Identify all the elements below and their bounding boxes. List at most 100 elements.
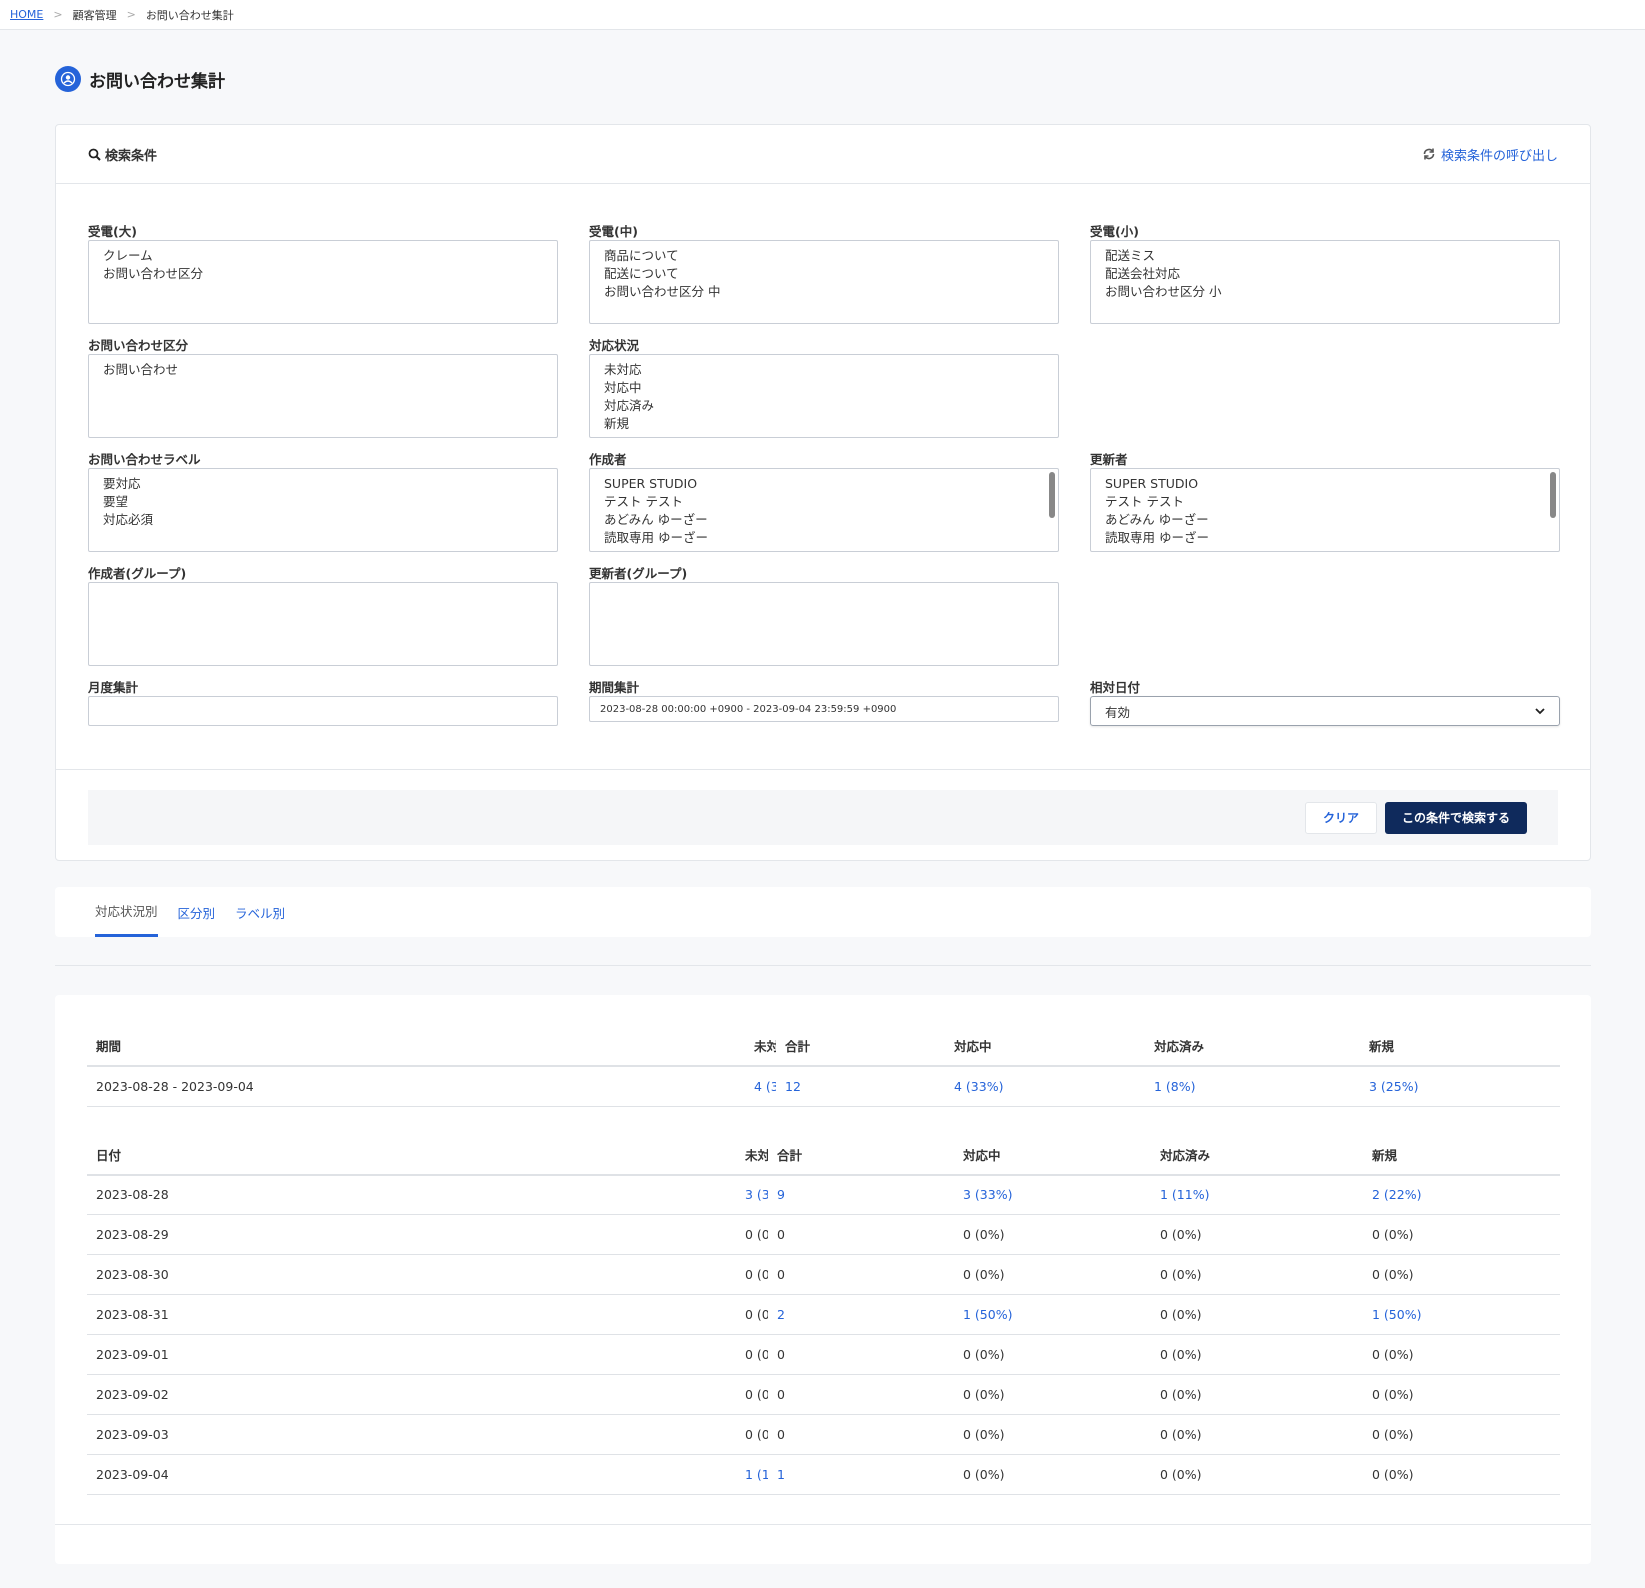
summary-table: 期間未対応合計対応中対応済み新規2023-08-28 - 2023-09-044…: [87, 1026, 1560, 1107]
header-row: 期間未対応合計対応中対応済み新規: [87, 1026, 1560, 1067]
option[interactable]: 新規: [604, 416, 630, 431]
option[interactable]: あどみん ゆーざー: [604, 512, 708, 527]
listbox[interactable]: クレームお問い合わせ区分: [88, 240, 558, 324]
option[interactable]: 配送会社対応: [1105, 266, 1181, 281]
cell[interactable]: 1 (11%): [1151, 1174, 1363, 1215]
field-label: 更新者: [1090, 452, 1128, 467]
cell[interactable]: 1: [768, 1454, 954, 1495]
select-value: 有効: [1105, 704, 1131, 720]
cell: 2023-08-29: [87, 1214, 736, 1255]
listbox[interactable]: 商品について 配送についてお問い合わせ区分 中: [589, 240, 1059, 324]
field: 月度集計: [88, 680, 558, 794]
option[interactable]: 対応必須: [103, 512, 154, 527]
listbox[interactable]: SUPER STUDIO テスト テストあどみん ゆーざー 読取専用 ゆーざー: [1090, 468, 1560, 552]
cell: 2023-08-28 - 2023-09-04: [87, 1066, 745, 1107]
field-label: お問い合わせラベル: [88, 452, 201, 467]
option[interactable]: 読取専用 ゆーざー: [1105, 530, 1209, 545]
tab[interactable]: 対応状況別: [95, 887, 158, 937]
option[interactable]: 配送ミス: [1105, 248, 1156, 263]
option[interactable]: SUPER STUDIO: [1105, 476, 1199, 491]
field: 更新者 SUPER STUDIO テスト テストあどみん ゆーざー 読取専用 ゆーざー: [1090, 452, 1560, 566]
listbox[interactable]: SUPER STUDIO テスト テストあどみん ゆーざー 読取専用 ゆーざー: [589, 468, 1059, 552]
option[interactable]: SUPER STUDIO: [604, 476, 698, 491]
option[interactable]: 未対応: [604, 362, 642, 377]
listbox[interactable]: 配送ミス配送会社対応お問い合わせ区分 小: [1090, 240, 1560, 324]
table-body: 2023-08-28 - 2023-09-044 (33%)124 (33%)1…: [87, 1066, 1560, 1107]
month-input[interactable]: [88, 696, 558, 726]
field-label: 対応状況: [589, 338, 640, 353]
cell[interactable]: 2: [768, 1294, 954, 1335]
cell: 2023-09-01: [87, 1334, 736, 1375]
breadcrumb-link[interactable]: HOME: [10, 8, 44, 21]
search-button[interactable]: この条件で検索する: [1384, 801, 1527, 834]
option[interactable]: お問い合わせ区分 小: [1105, 284, 1222, 299]
option[interactable]: 配送について: [604, 266, 679, 281]
cell[interactable]: 12: [776, 1066, 945, 1107]
data-row: 2023-08-283 (33%)93 (33%)1 (11%)2 (22%): [87, 1174, 1560, 1215]
cell[interactable]: 3 (33%): [954, 1174, 1151, 1215]
column-header: 新規: [1363, 1134, 1560, 1176]
column-header: 合計: [776, 1026, 945, 1067]
listbox[interactable]: 未対応対応中対応済み新規: [589, 354, 1059, 438]
cell[interactable]: 1 (100%): [736, 1454, 768, 1495]
column-header: 新規: [1360, 1026, 1560, 1067]
field: 期間集計 2023-08-28 00:00:00 +0900 - 2023-09…: [589, 680, 1059, 794]
cell[interactable]: 9: [768, 1174, 954, 1215]
tab[interactable]: 区分別: [177, 905, 216, 921]
option[interactable]: テスト テスト: [604, 494, 683, 509]
cell: 0 (0%): [954, 1334, 1151, 1375]
divider: [55, 965, 1591, 966]
field-label: 作成者: [589, 452, 627, 467]
option[interactable]: 商品について: [604, 248, 679, 263]
option[interactable]: お問い合わせ: [103, 362, 179, 377]
recall-link[interactable]: 検索条件の呼び出し: [1422, 145, 1558, 164]
option[interactable]: あどみん ゆーざー: [1105, 512, 1209, 527]
results-panel: 期間未対応合計対応中対応済み新規2023-08-28 - 2023-09-044…: [55, 995, 1591, 1564]
data-row: 2023-08-28 - 2023-09-044 (33%)124 (33%)1…: [87, 1066, 1560, 1107]
option[interactable]: テスト テスト: [1105, 494, 1184, 509]
relative-select[interactable]: 有効: [1090, 696, 1560, 726]
period-input[interactable]: 2023-08-28 00:00:00 +0900 - 2023-09-04 2…: [589, 696, 1059, 722]
listbox[interactable]: 要対応 要望 対応必須: [88, 468, 558, 552]
separator: >: [53, 8, 63, 21]
tab[interactable]: ラベル別: [235, 905, 286, 921]
cell: 2023-08-30: [87, 1254, 736, 1295]
cell[interactable]: 1 (8%): [1145, 1066, 1360, 1107]
cell[interactable]: 2 (22%): [1363, 1174, 1560, 1215]
listbox[interactable]: お問い合わせ: [88, 354, 558, 438]
cell[interactable]: 3 (33%): [736, 1174, 768, 1215]
clear-button[interactable]: クリア: [1304, 801, 1377, 834]
cell: 0 (0%): [1363, 1454, 1560, 1495]
breadcrumb-item[interactable]: 顧客管理: [72, 8, 117, 22]
cell[interactable]: 1 (50%): [954, 1294, 1151, 1335]
column-header: 日付: [87, 1134, 736, 1176]
cell[interactable]: 4 (33%): [945, 1066, 1145, 1107]
cell: 0 (0%): [736, 1214, 768, 1255]
option[interactable]: お問い合わせ区分 中: [604, 284, 721, 299]
cell: 0 (0%): [736, 1294, 768, 1335]
cell[interactable]: 1 (50%): [1363, 1294, 1560, 1335]
field: お問い合わせ区分 お問い合わせ: [88, 338, 558, 452]
option[interactable]: 要対応: [103, 476, 141, 491]
listbox[interactable]: [589, 582, 1059, 666]
option[interactable]: 読取専用 ゆーざー: [604, 530, 708, 545]
recall-text[interactable]: 検索条件の呼び出し: [1440, 148, 1558, 164]
cell: 0 (0%): [736, 1254, 768, 1295]
column-header: 対応中: [945, 1026, 1145, 1067]
cell: 0 (0%): [1363, 1214, 1560, 1255]
header-row: 日付未対応合計対応中対応済み新規: [87, 1134, 1560, 1176]
cell: 0 (0%): [954, 1214, 1151, 1255]
cell[interactable]: 3 (25%): [1360, 1066, 1560, 1107]
option[interactable]: 対応済み: [604, 398, 655, 413]
option[interactable]: 要望: [103, 494, 129, 509]
option[interactable]: お問い合わせ区分: [103, 266, 204, 281]
cell: 0 (0%): [1151, 1454, 1363, 1495]
listbox[interactable]: [88, 582, 558, 666]
data-row: 2023-09-041 (100%)10 (0%)0 (0%)0 (0%): [87, 1454, 1560, 1495]
column-header: 未対応: [745, 1026, 776, 1067]
option[interactable]: 対応中: [604, 380, 642, 395]
option[interactable]: クレーム: [103, 248, 153, 263]
data-row: 2023-08-300 (0%)00 (0%)0 (0%)0 (0%): [87, 1254, 1560, 1295]
cell[interactable]: 4 (33%): [745, 1066, 776, 1107]
